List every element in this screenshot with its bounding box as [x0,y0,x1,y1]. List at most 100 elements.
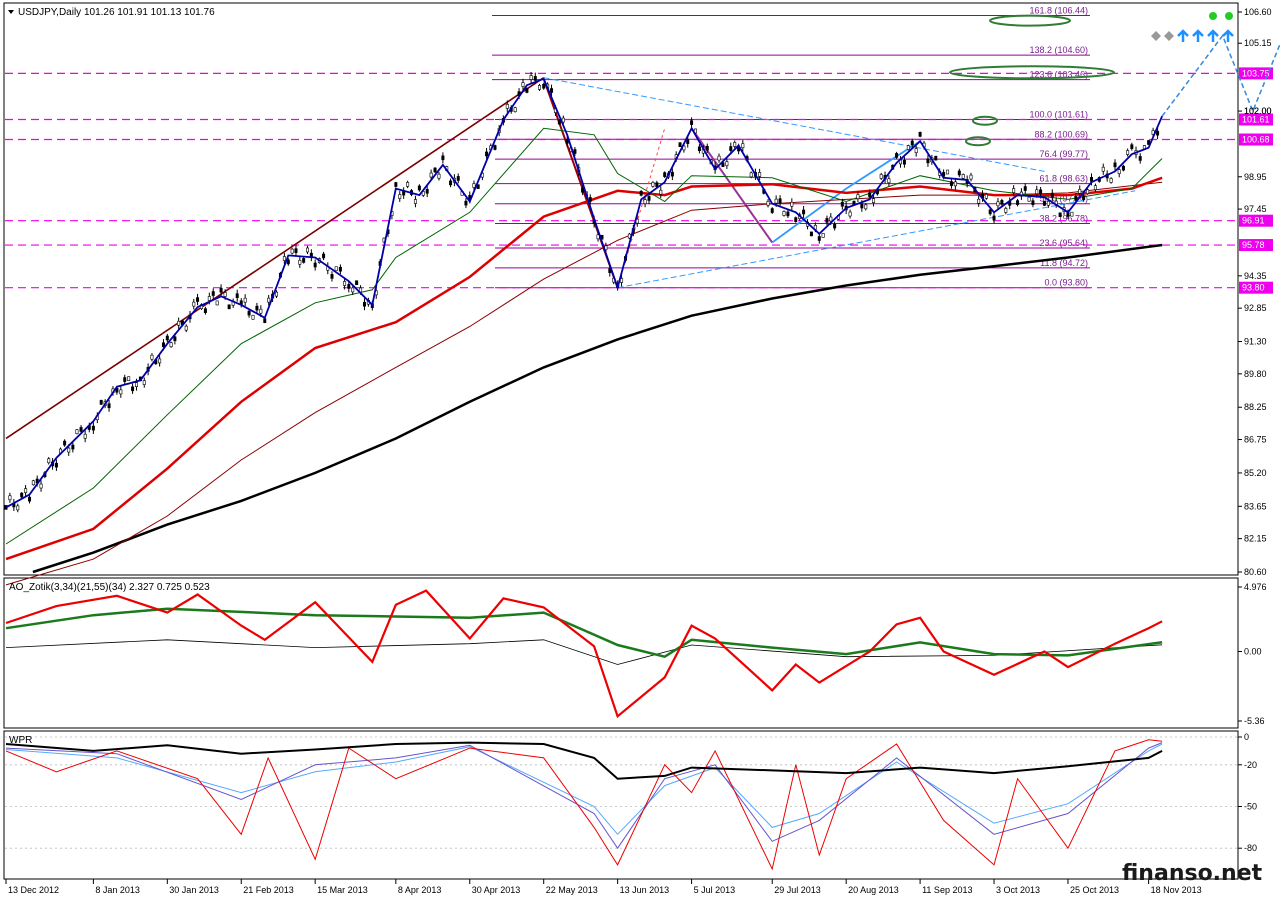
candle-body [20,492,24,498]
candle-body [513,107,517,112]
candle-body [749,172,753,178]
ao-title: AO_Zotik(3,34)(21,55)(34) 2.327 0.725 0.… [9,582,210,593]
target-ellipse [972,115,998,126]
candle-body [275,291,279,297]
candle-body [449,180,453,186]
y-tick-label: 86.75 [1244,435,1267,445]
candle-body [1012,188,1016,193]
x-tick-label: 21 Feb 2013 [243,885,294,895]
x-tick-label: 20 Aug 2013 [848,885,899,895]
level-tag [1239,133,1273,146]
candle-body [596,234,600,240]
candle-body [758,172,762,177]
wpr-title: WPR [9,735,32,746]
ao-y-tick-label: -5.36 [1244,716,1265,726]
diamond-gray-icon [1151,31,1161,41]
target-ellipse [989,14,1071,27]
chart-title: USDJPY,Daily 101.26 101.91 101.13 101.76 [18,7,215,18]
candle-body [215,300,219,306]
candle-body [902,159,906,165]
candle-body [946,169,950,175]
date-axis: 13 Dec 2012 8 Jan 2013 30 Jan 2013 21 Feb 2… [5,879,1202,895]
y-tick-label: 94.35 [1244,271,1267,281]
y-tick-label: 105.15 [1244,38,1272,48]
candle-body [464,200,468,206]
candle-body [655,182,659,188]
candle-body [992,215,996,221]
level-tag-label: 100.68 [1242,135,1270,145]
x-tick-label: 11 Sep 2013 [922,885,972,895]
wpr-red-line [5,739,1163,871]
candle-body [984,194,988,199]
candle-body [809,231,813,237]
candle-body [817,236,821,241]
candle-body [1016,200,1020,205]
arrow-up-blue-icon [1207,29,1219,42]
candle-body [302,258,306,263]
candle-body [934,155,938,161]
candle-body [1074,196,1078,201]
fib-label: 100.0 (101.61) [1029,109,1088,119]
candle-body [686,139,690,144]
target-ellipse [949,65,1115,80]
candle-body [211,291,215,296]
fib-label: 76.4 (99.77) [1039,149,1088,159]
ao-oscillator: 4.976 0.00 -5.36 [5,582,1267,726]
candle-body [107,403,111,409]
candle-body [1023,186,1027,191]
candle-body [741,143,745,149]
candle-body [313,262,317,268]
candle-body [192,301,196,307]
candle-body [840,201,844,207]
candle-body [856,194,860,200]
x-tick-label: 29 Jul 2013 [774,885,821,895]
candle-body [1126,150,1130,155]
main-panel [3,2,1239,576]
wpr-y-tick-label: 0 [1244,732,1249,742]
candle-body [259,308,263,314]
ao-red-line [5,589,1163,719]
dropdown-triangle-icon[interactable] [8,10,14,14]
candle-body [833,223,837,229]
wpr-oscillator: 0 -20 -50 -80 [5,732,1257,871]
candle-body [1138,156,1142,161]
candle-body [821,233,825,238]
x-tick-label: 25 Oct 2013 [1070,885,1119,895]
candle-body [83,433,87,439]
y-tick-label: 88.25 [1244,402,1267,412]
ma-slow-line [5,181,1163,586]
candle-body [1156,130,1160,136]
candle-body [219,287,223,293]
candle-body [184,325,188,331]
ma-fast-line [5,127,1163,545]
x-tick-label: 13 Jun 2013 [620,885,670,895]
candle-body [860,203,864,209]
candle-body [1031,200,1035,205]
candle-body [1117,169,1121,174]
candle-body [343,281,347,286]
watermark: finanso.net [1122,861,1263,886]
candle-body [1035,189,1039,195]
candle-body [802,209,806,215]
candle-body [347,284,351,289]
candle-body [235,293,239,299]
candle-body [355,280,359,286]
candle-body [721,162,725,167]
candle-body [286,259,290,265]
candle-body [581,188,585,193]
candle-body [550,88,554,93]
candle-body [1046,200,1050,206]
ao-y-tick-label: 4.976 [1244,582,1267,592]
candle-body [910,140,914,146]
wpr-black-line [5,741,1163,780]
symbol-header[interactable]: USDJPY,Daily 101.26 101.91 101.13 101.76 [8,7,215,18]
x-tick-label: 3 Oct 2013 [996,885,1040,895]
candle-body [794,217,798,222]
candle-body [394,182,398,187]
candle-body [969,174,973,180]
candle-body [362,301,366,307]
candle-body [829,216,833,222]
candle-body [67,447,71,453]
candle-body [247,310,251,316]
